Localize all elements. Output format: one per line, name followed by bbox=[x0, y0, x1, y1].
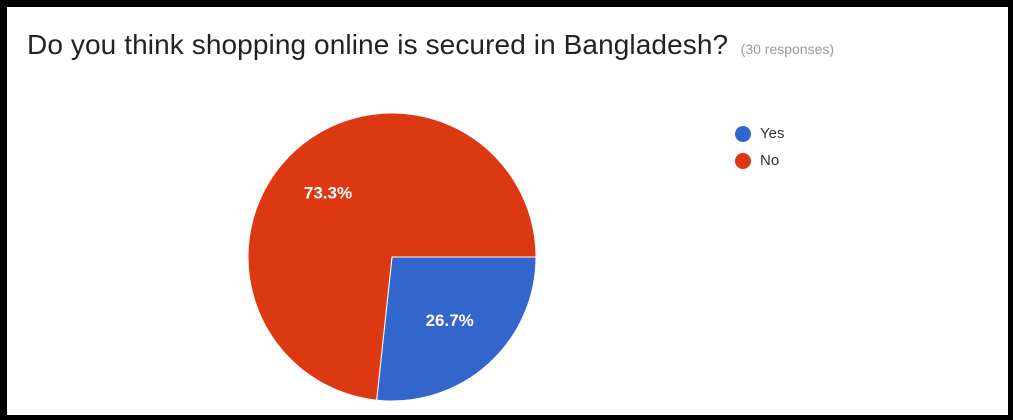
legend-swatch-no bbox=[735, 152, 751, 169]
chart-legend: Yes No bbox=[735, 120, 784, 174]
chart-title: Do you think shopping online is secured … bbox=[27, 29, 729, 60]
legend-swatch-yes bbox=[735, 125, 751, 142]
legend-item-yes[interactable]: Yes bbox=[735, 120, 784, 147]
pie-slices bbox=[247, 112, 537, 402]
pie-label-yes: 26.7% bbox=[426, 311, 474, 330]
pie-slice-yes[interactable] bbox=[376, 256, 537, 402]
legend-label-yes: Yes bbox=[760, 125, 785, 142]
response-count: (30 responses) bbox=[740, 41, 835, 57]
legend-item-no[interactable]: No bbox=[735, 147, 784, 174]
pie-labels: 26.7% 73.3% bbox=[304, 183, 474, 329]
legend-label-no: No bbox=[760, 152, 780, 169]
chart-header: Do you think shopping online is secured … bbox=[27, 29, 834, 61]
pie-label-no: 73.3% bbox=[304, 183, 352, 202]
pie-slice-no[interactable] bbox=[247, 112, 537, 401]
